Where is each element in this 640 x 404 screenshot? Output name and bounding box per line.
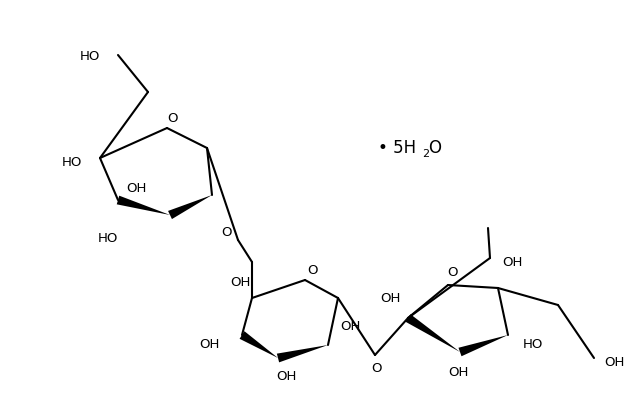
Text: OH: OH [276, 370, 296, 383]
Text: HO: HO [61, 156, 82, 170]
Text: OH: OH [604, 356, 624, 370]
Text: OH: OH [340, 320, 360, 333]
Text: • 5H: • 5H [378, 139, 416, 157]
Polygon shape [168, 195, 212, 219]
Text: OH: OH [448, 366, 468, 379]
Text: O: O [167, 112, 177, 124]
Polygon shape [406, 314, 460, 352]
Text: OH: OH [200, 339, 220, 351]
Text: O: O [428, 139, 441, 157]
Text: O: O [448, 267, 458, 280]
Polygon shape [458, 335, 508, 356]
Text: HO: HO [79, 50, 100, 63]
Text: O: O [372, 362, 382, 375]
Text: OH: OH [380, 292, 400, 305]
Polygon shape [277, 345, 328, 362]
Text: HO: HO [523, 339, 543, 351]
Text: O: O [308, 263, 318, 276]
Text: OH: OH [502, 257, 522, 269]
Text: O: O [221, 225, 231, 238]
Text: 2: 2 [422, 149, 429, 159]
Polygon shape [239, 331, 278, 358]
Text: OH: OH [230, 276, 250, 290]
Text: HO: HO [98, 231, 118, 244]
Polygon shape [116, 196, 170, 215]
Text: OH: OH [126, 181, 146, 194]
